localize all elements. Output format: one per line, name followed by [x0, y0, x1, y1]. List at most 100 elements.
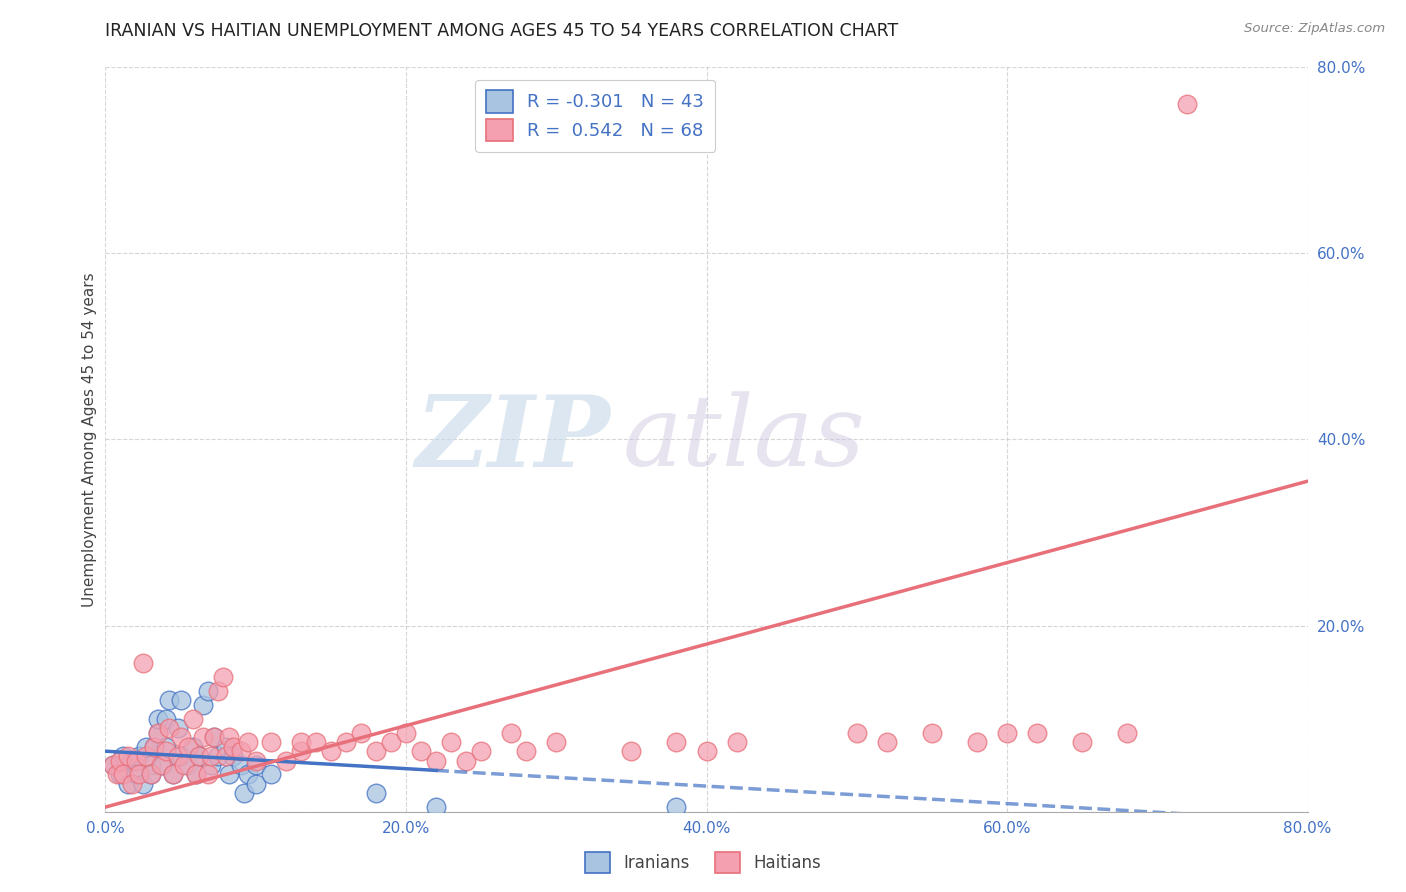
Point	[211, 670, 233, 684]
Point	[128, 748, 150, 763]
Point	[197, 683, 219, 698]
Point	[181, 739, 204, 754]
Point	[121, 754, 143, 768]
Point	[1026, 725, 1049, 739]
Point	[222, 748, 245, 763]
Point	[515, 744, 537, 758]
Point	[184, 767, 207, 781]
Point	[665, 735, 688, 749]
Point	[245, 758, 267, 772]
Point	[110, 767, 132, 781]
Point	[470, 744, 492, 758]
Point	[155, 744, 177, 758]
Point	[146, 712, 169, 726]
Point	[112, 767, 135, 781]
Point	[214, 748, 236, 763]
Point	[135, 739, 157, 754]
Point	[162, 767, 184, 781]
Point	[305, 735, 328, 749]
Point	[101, 758, 124, 772]
Text: Source: ZipAtlas.com: Source: ZipAtlas.com	[1244, 22, 1385, 36]
Point	[155, 712, 177, 726]
Point	[132, 656, 155, 670]
Point	[245, 754, 267, 768]
Point	[845, 725, 868, 739]
Point	[290, 744, 312, 758]
Point	[921, 725, 943, 739]
Point	[169, 748, 191, 763]
Point	[274, 754, 297, 768]
Point	[124, 767, 146, 781]
Point	[696, 744, 718, 758]
Point	[218, 767, 240, 781]
Y-axis label: Unemployment Among Ages 45 to 54 years: Unemployment Among Ages 45 to 54 years	[82, 272, 97, 607]
Point	[260, 735, 283, 749]
Point	[191, 730, 214, 744]
Point	[139, 767, 162, 781]
Point	[218, 730, 240, 744]
Point	[1116, 725, 1139, 739]
Point	[222, 739, 245, 754]
Point	[202, 730, 225, 744]
Point	[202, 730, 225, 744]
Point	[200, 758, 222, 772]
Point	[142, 739, 165, 754]
Point	[229, 744, 252, 758]
Point	[181, 712, 204, 726]
Point	[238, 735, 260, 749]
Point	[166, 748, 188, 763]
Point	[187, 748, 209, 763]
Point	[169, 730, 191, 744]
Point	[117, 748, 139, 763]
Point	[232, 786, 254, 800]
Point	[132, 777, 155, 791]
Text: ZIP: ZIP	[415, 391, 610, 488]
Point	[290, 735, 312, 749]
Point	[124, 754, 146, 768]
Point	[162, 767, 184, 781]
Point	[117, 777, 139, 791]
Legend: Iranians, Haitians: Iranians, Haitians	[578, 846, 828, 880]
Point	[1175, 97, 1198, 112]
Point	[454, 754, 477, 768]
Point	[146, 725, 169, 739]
Legend: R = -0.301   N = 43, R =  0.542   N = 68: R = -0.301 N = 43, R = 0.542 N = 68	[475, 79, 716, 152]
Point	[177, 739, 200, 754]
Point	[139, 758, 162, 772]
Point	[152, 758, 174, 772]
Point	[214, 739, 236, 754]
Point	[135, 748, 157, 763]
Point	[725, 735, 748, 749]
Point	[207, 748, 229, 763]
Point	[380, 735, 402, 749]
Point	[238, 767, 260, 781]
Point	[197, 767, 219, 781]
Point	[112, 748, 135, 763]
Point	[200, 748, 222, 763]
Point	[110, 754, 132, 768]
Point	[187, 748, 209, 763]
Point	[620, 744, 643, 758]
Point	[425, 754, 447, 768]
Point	[364, 744, 387, 758]
Point	[995, 725, 1018, 739]
Point	[425, 800, 447, 814]
Point	[142, 739, 165, 754]
Point	[139, 767, 162, 781]
Point	[155, 739, 177, 754]
Point	[876, 735, 898, 749]
Point	[157, 721, 180, 735]
Point	[184, 767, 207, 781]
Point	[229, 758, 252, 772]
Point	[409, 744, 432, 758]
Point	[501, 725, 523, 739]
Point	[245, 777, 267, 791]
Point	[546, 735, 568, 749]
Point	[335, 735, 357, 749]
Point	[177, 758, 200, 772]
Point	[364, 786, 387, 800]
Point	[440, 735, 463, 749]
Point	[395, 725, 418, 739]
Text: atlas: atlas	[623, 392, 865, 487]
Point	[319, 744, 342, 758]
